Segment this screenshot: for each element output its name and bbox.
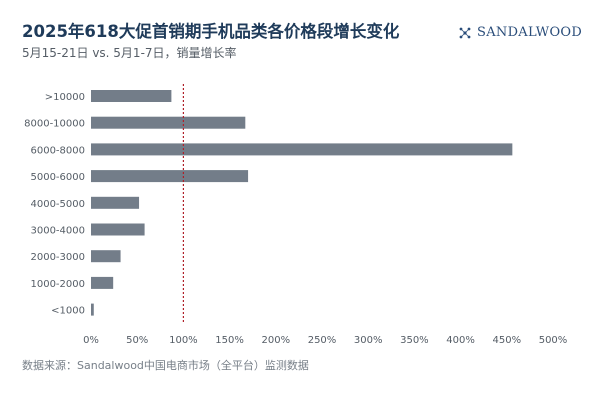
bar: [91, 116, 246, 129]
x-tick-label: 500%: [539, 335, 568, 346]
bar: [91, 250, 121, 263]
bar: [91, 170, 249, 183]
bar: [91, 196, 140, 209]
y-tick-label: 4000-5000: [30, 199, 85, 210]
x-tick-label: 250%: [308, 335, 337, 346]
brand-logo: SANDALWOOD: [458, 25, 582, 40]
x-tick-label: 400%: [446, 335, 475, 346]
y-tick-label: 1000-2000: [30, 279, 85, 290]
y-tick-label: >10000: [45, 92, 85, 103]
x-tick-label: 450%: [493, 335, 522, 346]
bar: [91, 276, 114, 289]
y-tick-label: 8000-10000: [24, 119, 85, 130]
y-tick-label: 5000-6000: [30, 172, 85, 183]
bar: [91, 143, 513, 156]
y-tick-label: <1000: [51, 306, 85, 317]
bar: [91, 303, 94, 316]
x-tick-label: 150%: [215, 335, 244, 346]
bar: [91, 90, 172, 102]
source-note: 数据来源：Sandalwood中国电商市场（全平台）监测数据: [22, 359, 309, 372]
x-tick-label: 350%: [400, 335, 429, 346]
x-tick-label: 50%: [126, 335, 148, 346]
x-tick-label: 200%: [262, 335, 291, 346]
chart-title: 2025年618大促首销期手机品类各价格段增长变化: [22, 22, 400, 41]
logo-mark-icon: [459, 27, 471, 38]
x-tick-label: 0%: [83, 335, 99, 346]
y-tick-label: 3000-4000: [30, 226, 85, 237]
logo-text: SANDALWOOD: [477, 25, 583, 40]
chart-subtitle: 5月15-21日 vs. 5月1-7日，销量增长率: [22, 46, 237, 60]
y-tick-label: 6000-8000: [30, 145, 85, 156]
x-tick-label: 300%: [354, 335, 383, 346]
y-tick-label: 2000-3000: [30, 252, 85, 263]
bar: [91, 223, 145, 236]
x-tick-label: 100%: [169, 335, 198, 346]
